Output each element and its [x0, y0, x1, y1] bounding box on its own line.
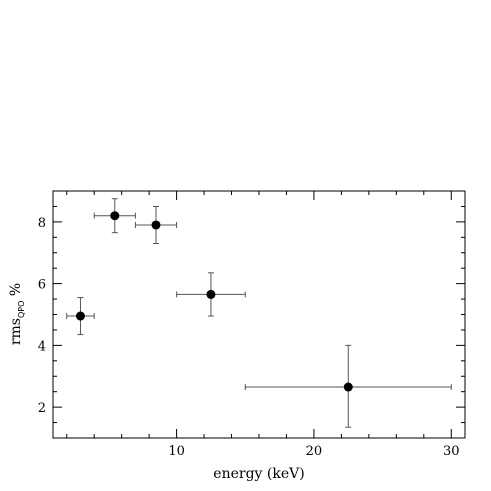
data-point	[75, 311, 85, 321]
x-tick-label: 20	[306, 444, 323, 459]
y-axis-label-main: rms	[8, 318, 24, 345]
data-point	[206, 289, 216, 299]
y-axis-label-suffix: %	[8, 283, 24, 301]
y-tick-label: 6	[38, 278, 46, 293]
tick-labels: 10 20 30 2 4 6 8	[38, 216, 460, 459]
y-axis-label: rmsQPO %	[8, 283, 26, 345]
y-tick-label: 4	[38, 339, 46, 354]
x-axis-label: energy (keV)	[213, 466, 304, 482]
y-tick-label: 8	[38, 216, 46, 231]
plot-frame	[52, 190, 466, 439]
major-ticks	[53, 191, 465, 438]
y-tick-label: 2	[38, 401, 46, 416]
y-axis-label-subscript: QPO	[17, 301, 26, 318]
minor-ticks	[53, 191, 465, 438]
x-tick-label: 30	[443, 444, 460, 459]
x-tick-label: 10	[168, 444, 185, 459]
data-point	[110, 211, 120, 221]
data-point	[151, 220, 161, 230]
data-points	[75, 211, 353, 392]
data-point	[343, 382, 353, 392]
error-bars	[66, 198, 452, 428]
